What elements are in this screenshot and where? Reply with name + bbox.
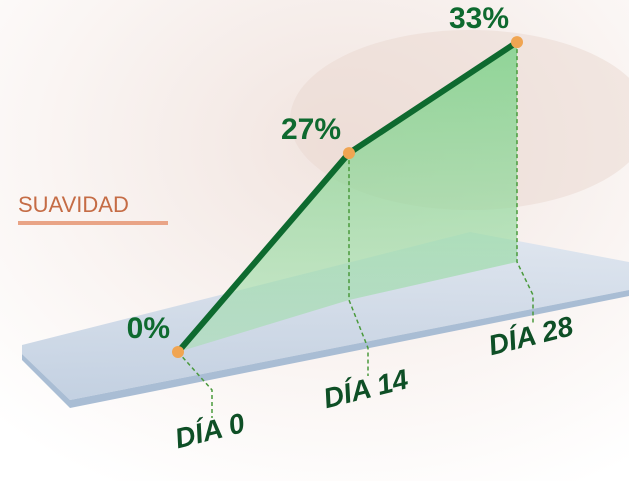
drop-line xyxy=(177,351,213,418)
glass-slide xyxy=(22,232,629,400)
chart-title: SUAVIDAD xyxy=(18,192,129,217)
title-underline xyxy=(18,221,168,225)
value-label: 0% xyxy=(127,312,170,345)
marker xyxy=(172,346,184,358)
marker xyxy=(511,36,523,49)
value-label: 33% xyxy=(449,2,509,35)
drop-line xyxy=(516,42,534,323)
drop-line xyxy=(348,153,369,376)
marker xyxy=(343,147,355,160)
value-label: 27% xyxy=(281,113,341,146)
area-fill xyxy=(178,42,517,353)
